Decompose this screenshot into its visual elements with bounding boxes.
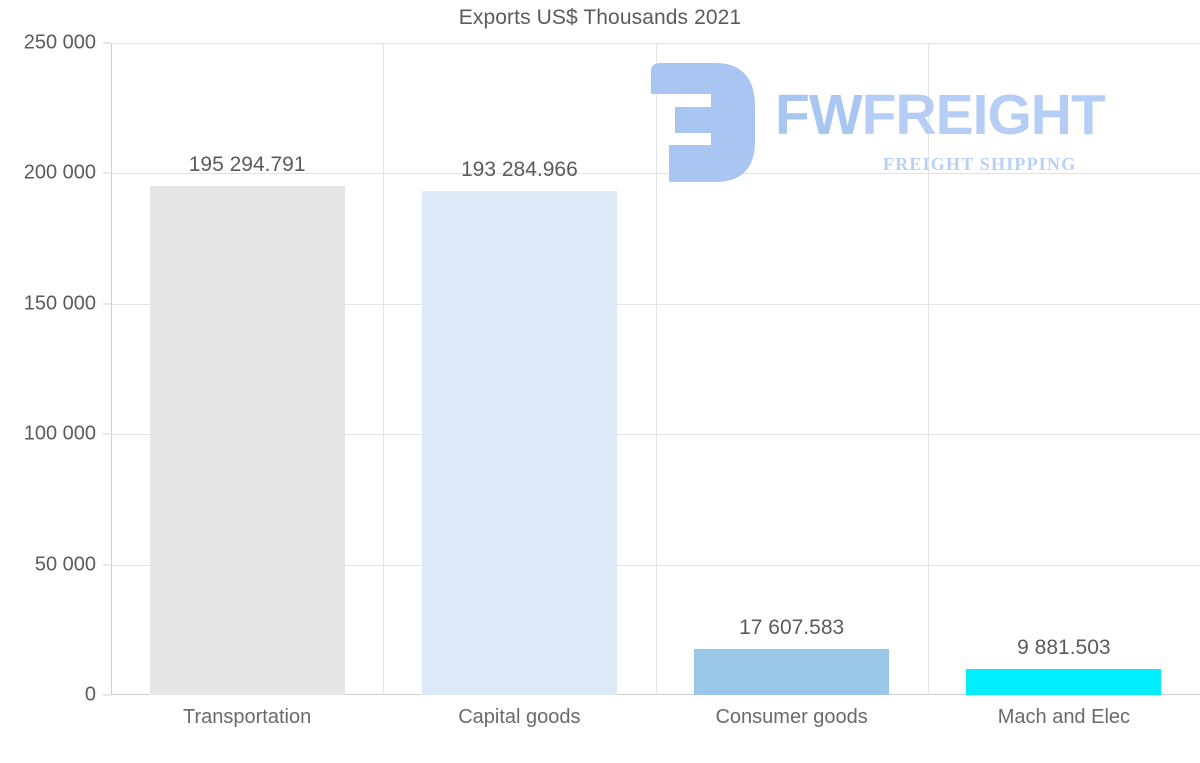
bar-consumer-goods[interactable] [694,649,890,695]
plot-area [111,43,1200,695]
bar-value-label: 195 294.791 [188,152,306,176]
gridline-horizontal [111,434,1200,436]
y-axis-tick-label: 0 [84,683,96,706]
gridline-horizontal [111,564,1200,566]
gridline-vertical [383,43,384,695]
x-axis-line [111,694,1200,695]
y-axis-line [111,43,112,695]
x-axis-tick-label: Consumer goods [715,706,868,728]
bar-mach-and-elec[interactable] [966,669,1162,695]
y-axis-tick-mark [103,172,111,174]
gridline-vertical [928,43,929,695]
y-axis-tick-label: 150 000 [23,292,96,315]
x-axis-tick-label: Transportation [183,706,312,728]
x-axis-tick-label: Mach and Elec [997,706,1131,728]
y-axis-tick-label: 250 000 [23,31,96,54]
chart-title: Exports US$ Thousands 2021 [458,6,742,29]
gridline-horizontal [111,303,1200,305]
y-axis-tick-label: 200 000 [23,161,96,184]
bar-value-label: 17 607.583 [739,616,845,640]
y-axis-tick-mark [103,303,111,305]
bar-value-label: 193 284.966 [460,157,578,181]
gridline-horizontal [111,43,1200,44]
bar-capital-goods[interactable] [421,190,617,695]
y-axis-tick-mark [103,564,111,566]
y-axis-tick-label: 50 000 [34,553,96,576]
x-axis-tick-label: Capital goods [458,706,581,728]
y-axis-tick-mark [103,42,111,44]
bar-value-label: 9 881.503 [1017,636,1111,660]
y-axis-tick-mark [103,433,111,435]
y-axis-tick-mark [103,694,111,696]
y-axis-tick-label: 100 000 [23,422,96,445]
bar-transportation[interactable] [149,185,345,695]
gridline-vertical [656,43,657,695]
